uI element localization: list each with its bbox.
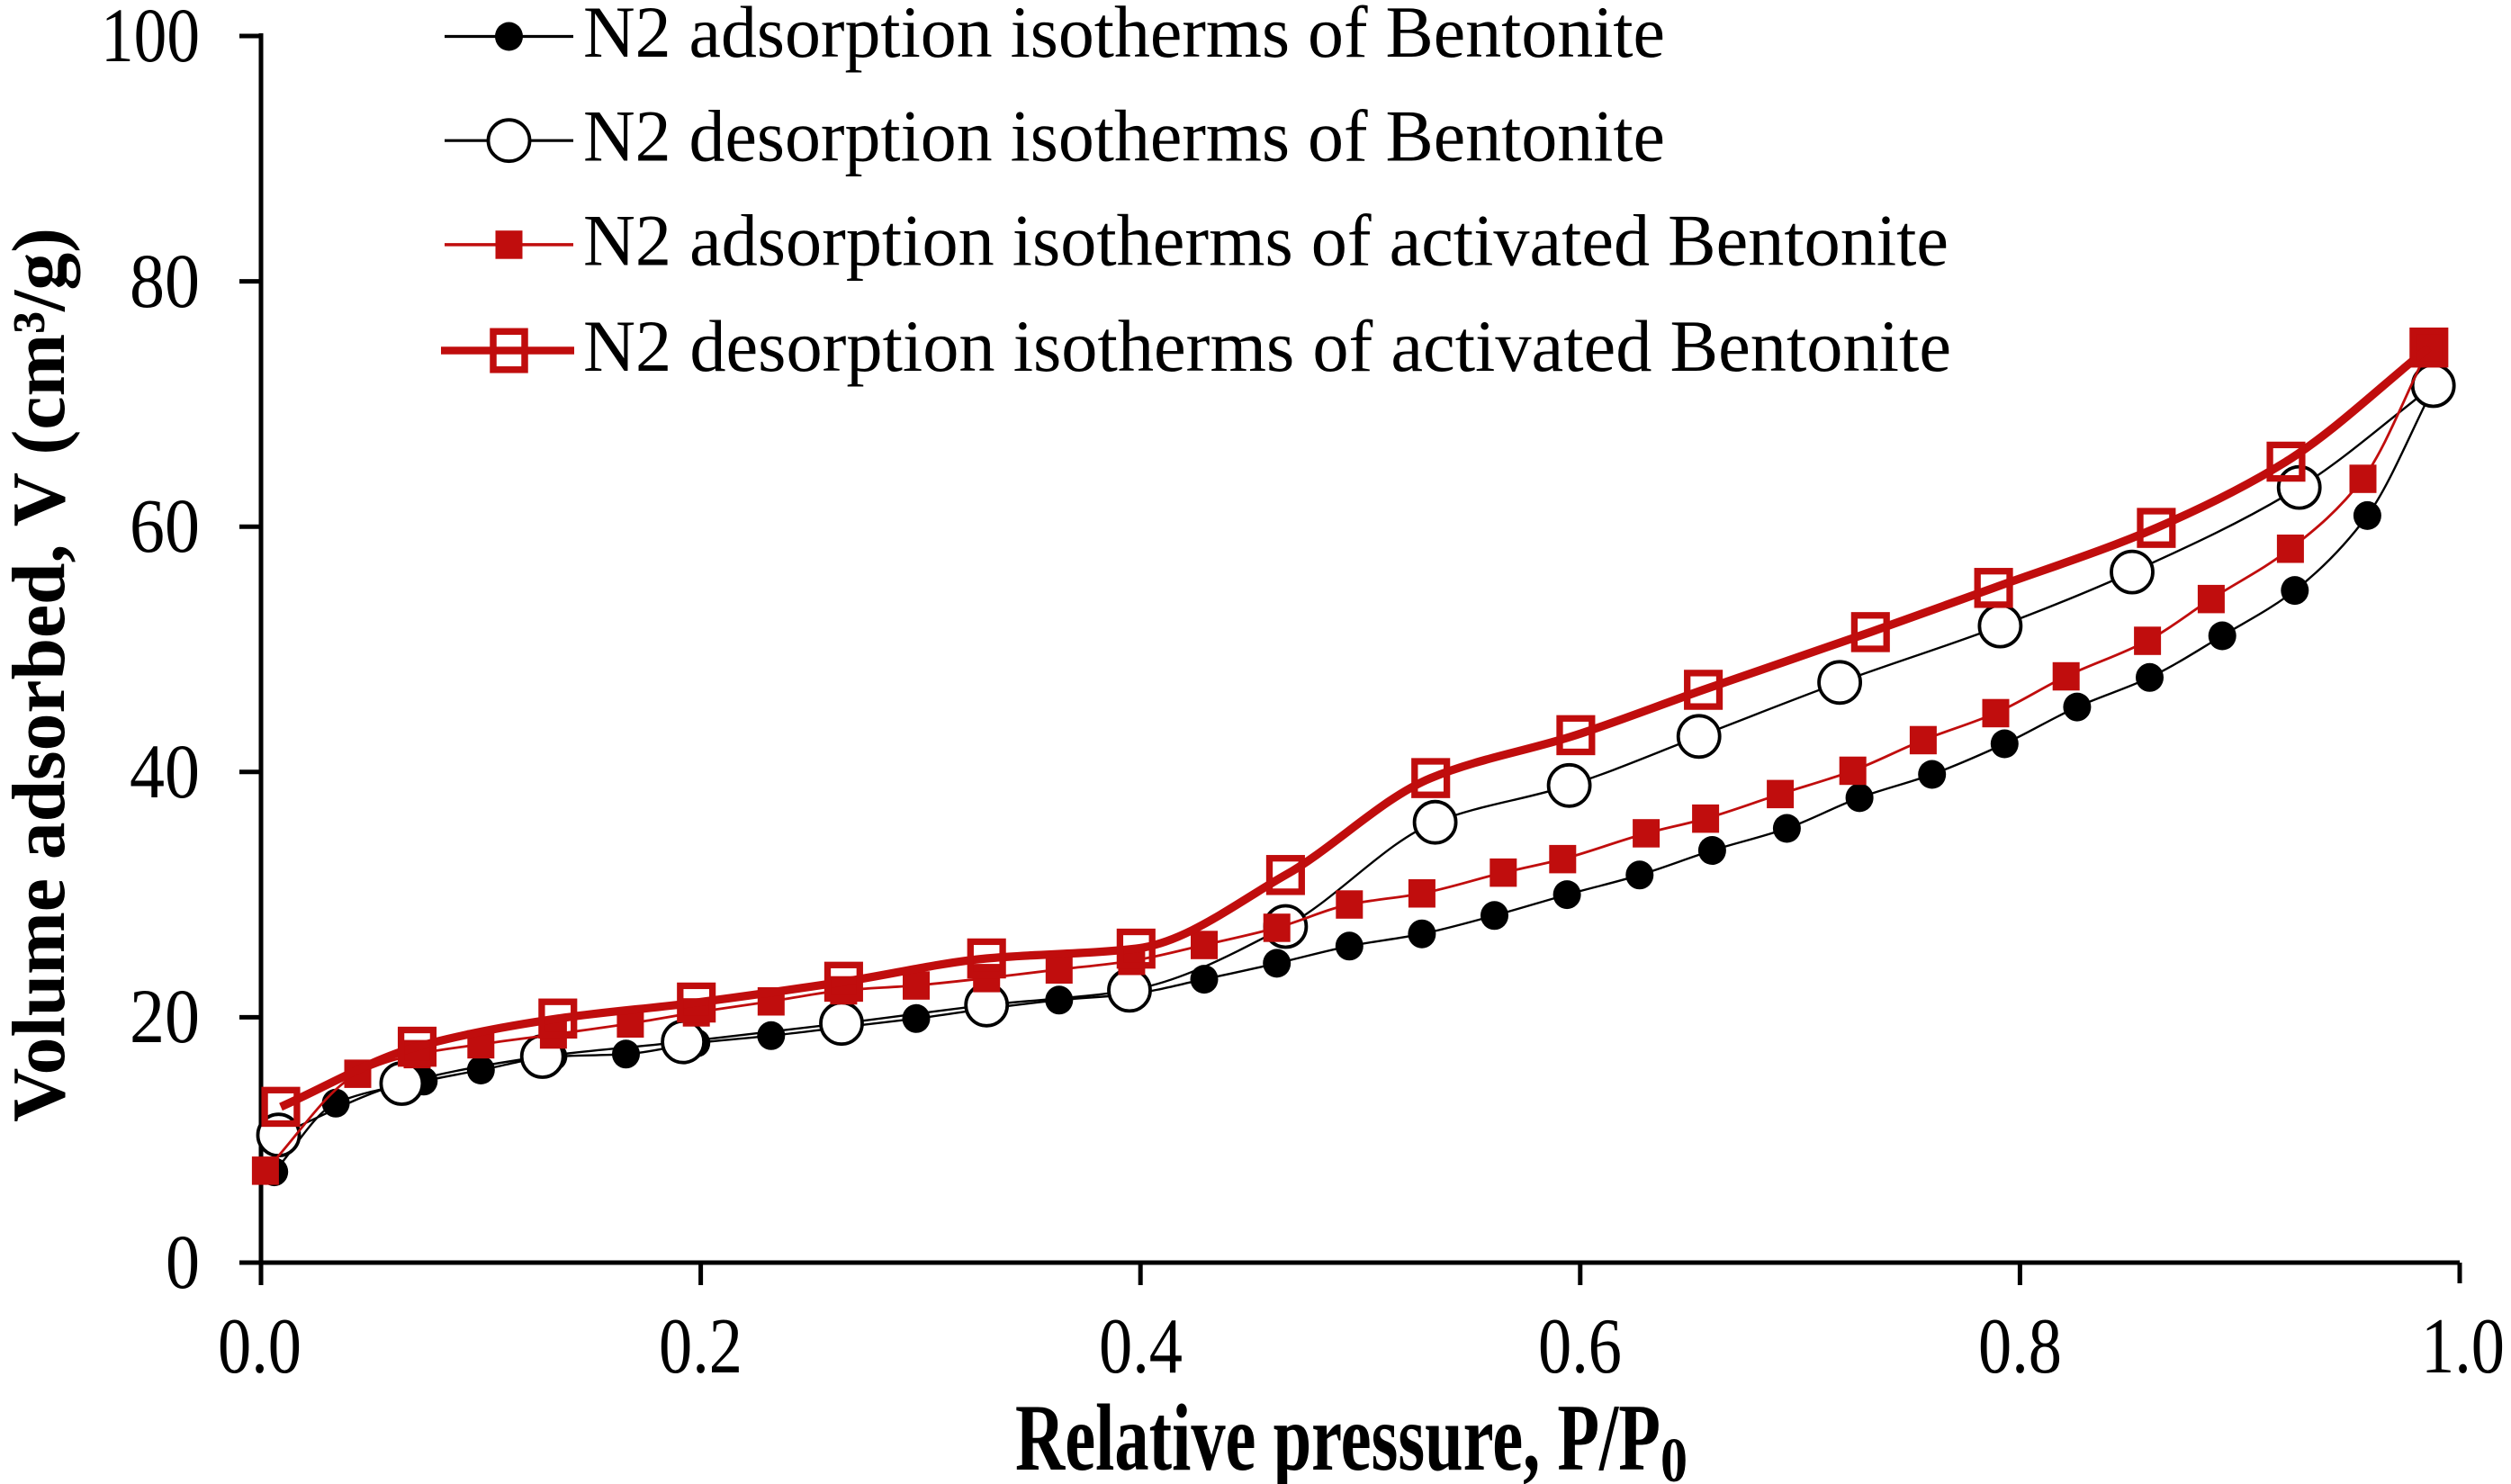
svg-text:40: 40 [130, 728, 200, 814]
svg-text:20: 20 [130, 973, 200, 1059]
svg-text:0: 0 [1660, 1426, 1688, 1484]
svg-text:80: 80 [130, 238, 200, 324]
svg-text:100: 100 [101, 0, 200, 78]
svg-text:N2 adsorption isotherms of act: N2 adsorption isotherms of activated Ben… [583, 199, 1948, 281]
svg-text:60: 60 [130, 482, 200, 569]
svg-text:N2 desorption isotherms of Ben: N2 desorption isotherms of Bentonite [583, 95, 1665, 177]
svg-text:0.4: 0.4 [1099, 1303, 1183, 1390]
svg-text:0.8: 0.8 [1978, 1303, 2062, 1390]
svg-text:0: 0 [166, 1219, 200, 1305]
svg-text:N2 adsorption isotherms of Ben: N2 adsorption isotherms of Bentonite [583, 0, 1665, 73]
svg-text:Relative pressure, P/P: Relative pressure, P/P [1015, 1385, 1660, 1484]
svg-text:0.0: 0.0 [218, 1303, 302, 1390]
svg-text:0.2: 0.2 [659, 1303, 742, 1390]
svg-text:1.0: 1.0 [2421, 1303, 2505, 1390]
svg-text:Volume adsorbed, V (cm³/g): Volume adsorbed, V (cm³/g) [0, 228, 81, 1122]
svg-text:N2 desorption isotherms of act: N2 desorption isotherms of activated Ben… [583, 305, 1951, 387]
svg-text:0.6: 0.6 [1538, 1303, 1622, 1390]
